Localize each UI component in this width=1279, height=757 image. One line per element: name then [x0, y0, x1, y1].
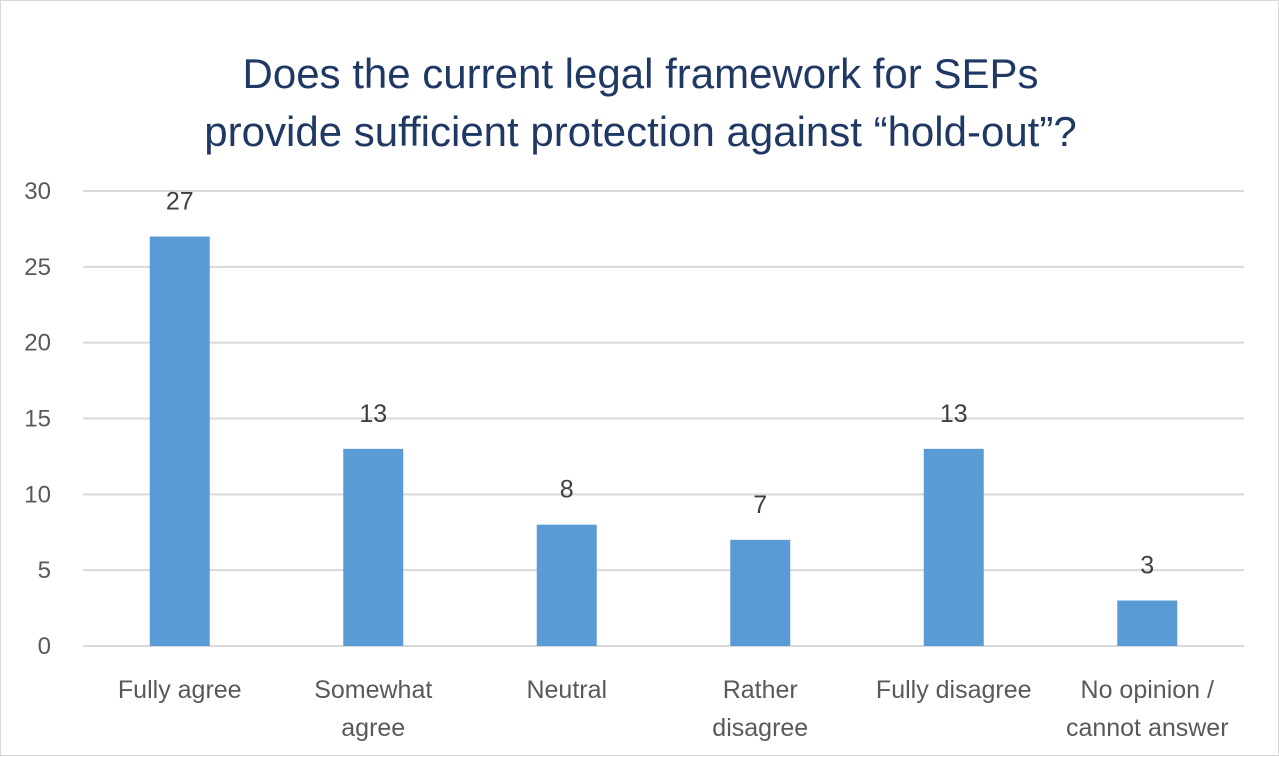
y-tick-label: 10	[24, 481, 51, 508]
chart-title: Does the current legal framework for SEP…	[1, 45, 1279, 161]
data-label: 7	[753, 491, 767, 519]
data-label: 8	[560, 476, 574, 504]
category-label: cannot answer	[1066, 714, 1229, 742]
bar	[536, 524, 597, 646]
bar	[730, 539, 791, 646]
data-label: 27	[166, 188, 194, 216]
data-label: 13	[940, 400, 968, 428]
y-tick-label: 25	[24, 254, 51, 281]
y-tick-label: 20	[24, 330, 51, 357]
y-tick-label: 15	[24, 406, 51, 433]
y-tick-label: 5	[38, 557, 51, 584]
data-label: 13	[359, 400, 387, 428]
category-label: Somewhat	[314, 676, 432, 704]
category-label: Fully agree	[118, 676, 242, 704]
category-label: Rather	[723, 676, 798, 704]
category-label: Fully disagree	[876, 676, 1032, 704]
category-label: No opinion /	[1081, 676, 1214, 704]
x-axis-categories: Fully agree Somewhat agree Neutral Rather dis…	[118, 676, 1229, 742]
bar	[923, 448, 984, 646]
bar	[343, 448, 404, 646]
bar	[1117, 600, 1178, 646]
y-tick-label: 0	[38, 633, 51, 660]
category-label: Neutral	[526, 676, 607, 704]
data-labels: 27 13 8 7 13 3	[166, 188, 1154, 580]
category-label: agree	[341, 714, 405, 742]
y-axis-ticks: 0 5 10 15 20 25 30	[24, 178, 51, 660]
bars	[149, 236, 1178, 646]
chart-title-line-1: Does the current legal framework for SEP…	[242, 50, 1039, 97]
gridlines	[83, 190, 1244, 647]
chart-title-line-2: provide sufficient protection against “h…	[204, 108, 1077, 155]
bar	[149, 236, 210, 646]
data-label: 3	[1140, 552, 1154, 580]
y-tick-label: 30	[24, 178, 51, 205]
category-label: disagree	[712, 714, 808, 742]
